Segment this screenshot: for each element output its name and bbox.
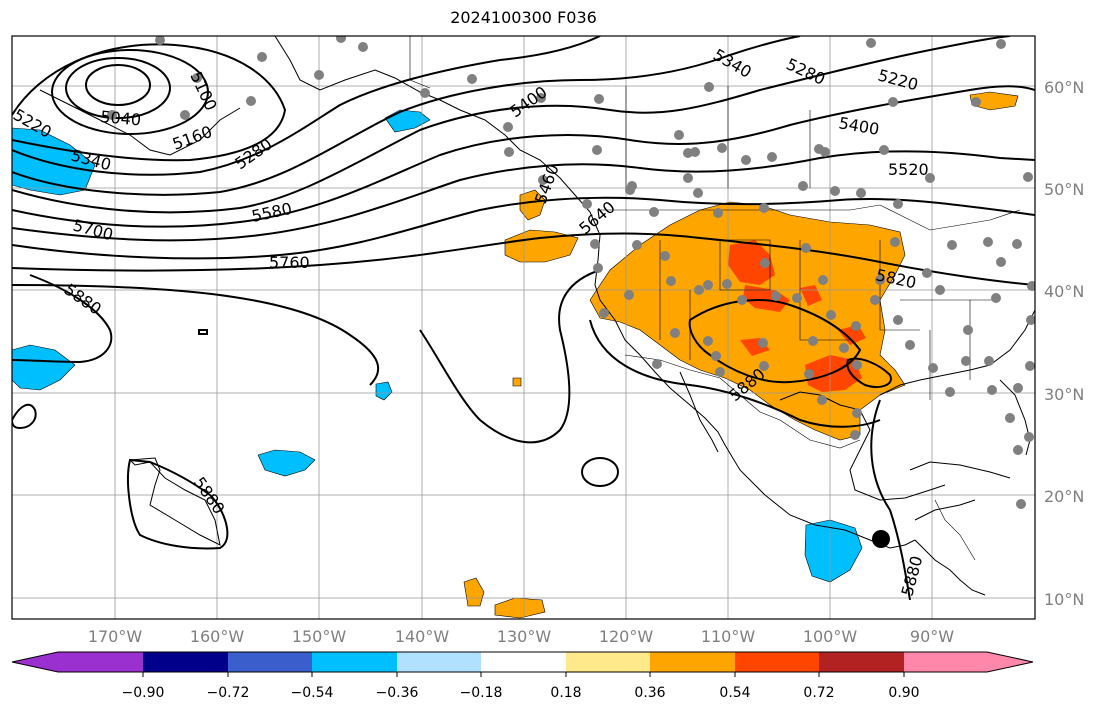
- lon-label-130w: 130°W: [497, 627, 552, 646]
- height-contours: [12, 36, 1035, 601]
- lat-label-50n: 50°N: [1044, 180, 1084, 199]
- contour-label-5220-east: 5220: [876, 66, 920, 95]
- map-title: 2024100300 F036: [450, 8, 597, 27]
- colorbar-label-2: −0.54: [291, 685, 334, 701]
- colorbar-segment-7: [650, 652, 735, 672]
- colorbar-label-5: 0.18: [550, 685, 581, 701]
- colorbar-segment-10: [904, 652, 1033, 672]
- lat-label-10n: 10°N: [1044, 590, 1084, 609]
- colorbar-label-9: 0.90: [888, 685, 919, 701]
- colorbar-segment-6: [566, 652, 650, 672]
- colorbar-segment-5: [481, 652, 566, 672]
- longitude-labels: 170°W 160°W 150°W 140°W 130°W 120°W 110°…: [88, 627, 954, 646]
- graticule: [12, 36, 1035, 619]
- colorbar-segment-0: [12, 652, 143, 672]
- lon-label-120w: 120°W: [599, 627, 654, 646]
- colorbar-segment-3: [312, 652, 397, 672]
- latitude-labels: 60°N 50°N 40°N 30°N 20°N 10°N: [1044, 78, 1084, 609]
- colorbar-tick-labels: −0.90 −0.72 −0.54 −0.36 −0.18 0.18 0.36 …: [122, 685, 920, 701]
- colorbar-label-6: 0.36: [634, 685, 665, 701]
- map-frame: [11, 35, 1036, 620]
- contour-label-5700: 5700: [71, 216, 115, 245]
- lon-label-110w: 110°W: [701, 627, 756, 646]
- colorbar-label-1: −0.72: [207, 685, 250, 701]
- lon-label-170w: 170°W: [88, 627, 143, 646]
- colorbar-label-4: −0.18: [460, 685, 503, 701]
- lon-label-100w: 100°W: [803, 627, 858, 646]
- colorbar-segment-1: [143, 652, 228, 672]
- contour-label-5880-south: 5880: [898, 554, 927, 598]
- lat-label-60n: 60°N: [1044, 78, 1084, 97]
- contour-label-5400-east: 5400: [837, 113, 880, 139]
- lon-label-160w: 160°W: [190, 627, 245, 646]
- lat-label-20n: 20°N: [1044, 487, 1084, 506]
- contour-label-5280: 5280: [231, 134, 275, 173]
- contour-label-5520: 5520: [888, 160, 929, 179]
- colorbar: −0.90 −0.72 −0.54 −0.36 −0.18 0.18 0.36 …: [11, 651, 1034, 701]
- lon-label-150w: 150°W: [292, 627, 347, 646]
- colorbar-segment-9: [819, 652, 904, 672]
- colorbar-segments: [12, 652, 1033, 672]
- colorbar-label-7: 0.54: [719, 685, 750, 701]
- lon-label-90w: 90°W: [910, 627, 954, 646]
- station-markers: [107, 36, 1035, 509]
- storm-center-marker: [872, 530, 890, 548]
- contour-label-5400: 5400: [506, 82, 550, 121]
- lon-label-140w: 140°W: [395, 627, 450, 646]
- lat-label-40n: 40°N: [1044, 282, 1084, 301]
- colorbar-ticks: [142, 672, 905, 677]
- colorbar-label-0: −0.90: [122, 685, 165, 701]
- political-borders: [409, 36, 1021, 561]
- contour-label-5760: 5760: [269, 253, 310, 272]
- coastlines: [39, 36, 1035, 596]
- colorbar-segment-8: [735, 652, 819, 672]
- contour-label-5280-east: 5280: [783, 54, 828, 88]
- contour-label-5340-east: 5340: [710, 45, 755, 82]
- colorbar-segment-2: [228, 652, 312, 672]
- colorbar-label-8: 0.72: [803, 685, 834, 701]
- contour-label-5100: 5100: [186, 69, 220, 114]
- contour-label-5580: 5580: [250, 199, 294, 226]
- lat-label-30n: 30°N: [1044, 385, 1084, 404]
- colorbar-label-3: −0.36: [376, 685, 419, 701]
- colorbar-outline: [11, 651, 1034, 673]
- colorbar-segment-4: [397, 652, 481, 672]
- contour-label-5040: 5040: [100, 107, 142, 129]
